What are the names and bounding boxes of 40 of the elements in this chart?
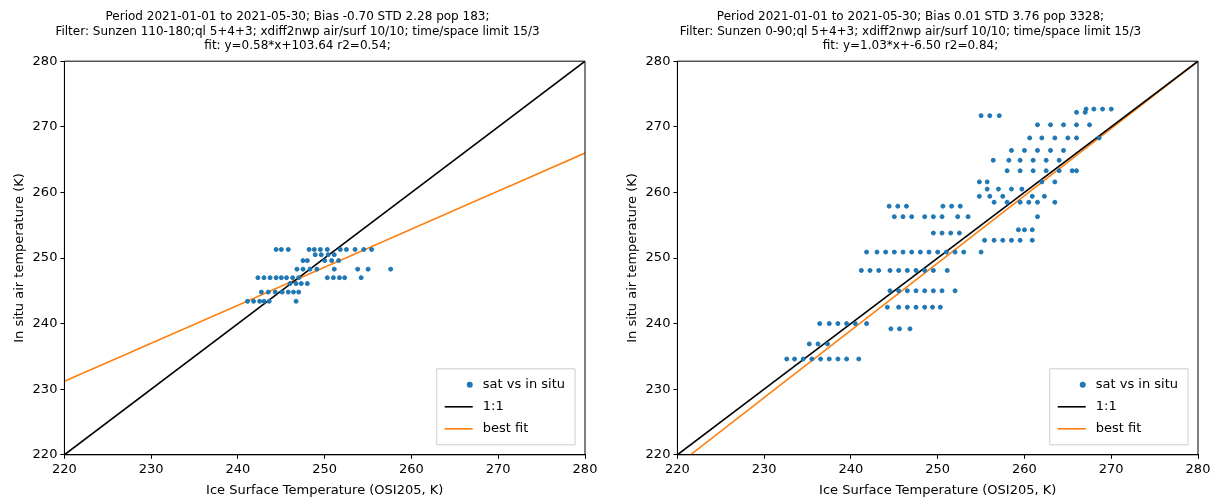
y-tick-label: 270: [32, 118, 58, 134]
y-tick-label: 240: [32, 314, 58, 330]
x-tick-label: 230: [751, 460, 777, 476]
y-tick-label: 220: [645, 446, 671, 462]
chart-title: Period 2021-01-01 to 2021-05-30; Bias -0.70 STD 2.28 pop 183; Filter: Sunzen 110-180;ql 5+4+3; xdiff2nwp air/surf 10/10; time/space limit 15/3 fit: y=0.58*x+103.64 r2=0.54;: [55, 9, 540, 53]
y-tick-label: 230: [645, 380, 671, 396]
legend-label: best fit: [1095, 420, 1142, 436]
y-tick-label: 250: [32, 249, 58, 265]
x-tick-label: 220: [665, 460, 690, 476]
x-tick-label: 240: [225, 460, 251, 476]
x-tick-label: 260: [399, 460, 424, 476]
y-axis-title: In situ air temperature (K): [11, 173, 27, 343]
legend-label: sat vs in situ: [482, 376, 566, 392]
x-tick-label: 250: [312, 460, 338, 476]
x-tick-label: 280: [572, 460, 598, 476]
x-tick-label: 260: [1012, 460, 1037, 476]
y-tick-label: 250: [645, 249, 671, 265]
y-tick-label: 260: [32, 183, 58, 199]
x-tick-label: 230: [138, 460, 164, 476]
x-tick-label: 220: [52, 460, 77, 476]
x-axis-title: Ice Surface Temperature (OSI205, K): [819, 481, 1057, 497]
x-tick-label: 250: [925, 460, 951, 476]
y-axis-title: In situ air temperature (K): [624, 173, 640, 343]
legend-label: best fit: [482, 420, 529, 436]
y-tick-label: 280: [645, 52, 671, 68]
y-tick-label: 230: [32, 380, 58, 396]
legend-label: 1:1: [1095, 398, 1117, 414]
x-tick-label: 240: [838, 460, 864, 476]
y-tick-label: 280: [32, 52, 58, 68]
legend-label: sat vs in situ: [1095, 376, 1179, 392]
y-tick-label: 260: [645, 183, 671, 199]
y-tick-label: 240: [645, 314, 671, 330]
x-tick-label: 280: [1185, 460, 1211, 476]
legend-label: 1:1: [482, 398, 504, 414]
x-tick-label: 270: [1098, 460, 1124, 476]
y-tick-label: 270: [645, 118, 671, 134]
x-tick-label: 270: [485, 460, 511, 476]
x-axis-title: Ice Surface Temperature (OSI205, K): [206, 481, 444, 497]
y-tick-label: 220: [32, 446, 58, 462]
chart-title: Period 2021-01-01 to 2021-05-30; Bias 0.01 STD 3.76 pop 3328; Filter: Sunzen 0-90;ql 5+4+3; xdiff2nwp air/surf 10/10; time/space limit 15/3 fit: y=1.03*x+-6.50 r2=0.84;: [679, 9, 1142, 53]
